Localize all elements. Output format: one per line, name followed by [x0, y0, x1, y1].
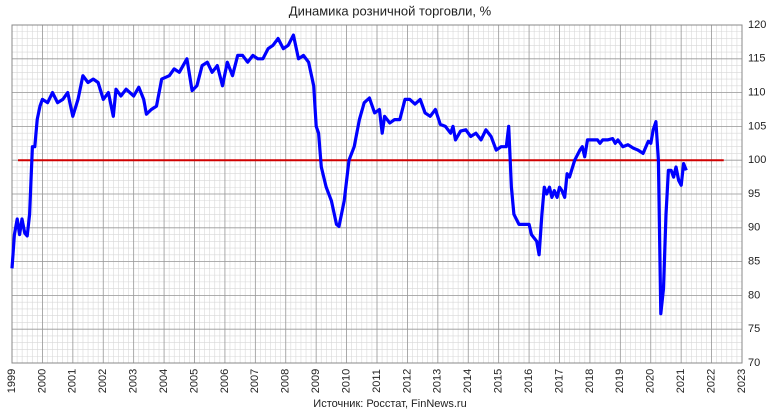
- y-tick-label: 85: [748, 256, 760, 268]
- y-tick-label: 105: [748, 120, 766, 132]
- x-tick-label: 2022: [705, 369, 717, 393]
- y-tick-label: 80: [748, 289, 760, 301]
- x-tick-label: 2009: [310, 369, 322, 393]
- chart-title: Динамика розничной торговли, %: [289, 3, 492, 18]
- x-tick-label: 2005: [188, 369, 200, 393]
- x-tick-label: 2020: [645, 369, 657, 393]
- y-tick-label: 100: [748, 154, 766, 166]
- x-tick-label: 2006: [219, 369, 231, 393]
- x-tick-label: 2008: [280, 369, 292, 393]
- x-tick-label: 2000: [36, 369, 48, 393]
- source: Источник: Росстат, FinNews.ru: [313, 398, 466, 410]
- x-tick-label: 2021: [675, 369, 687, 393]
- y-tick-label: 70: [748, 357, 760, 369]
- x-tick-label: 1999: [6, 369, 18, 393]
- x-tick-label: 2004: [158, 369, 170, 393]
- x-tick-label: 2011: [371, 369, 383, 393]
- x-tick-label: 2014: [462, 369, 474, 393]
- x-tick-label: 2016: [523, 369, 535, 393]
- x-tick-label: 2007: [249, 369, 261, 393]
- y-tick-label: 115: [748, 53, 766, 65]
- x-tick-label: 2012: [401, 369, 413, 393]
- y-tick-label: 75: [748, 323, 760, 335]
- x-tick-label: 2017: [553, 369, 565, 393]
- plot-border: [11, 24, 743, 364]
- x-tick-label: 2002: [97, 369, 109, 393]
- x-tick-label: 2003: [128, 369, 140, 393]
- x-tick-label: 2018: [584, 369, 596, 393]
- y-tick-label: 95: [748, 188, 760, 200]
- y-tick-label: 90: [748, 222, 760, 234]
- data-line: [10, 33, 688, 316]
- x-tick-label: 2013: [432, 369, 444, 393]
- x-tick-label: 2010: [340, 369, 352, 393]
- y-tick-label: 120: [748, 19, 766, 31]
- y-tick-label: 110: [748, 87, 766, 99]
- x-tick-label: 2001: [67, 369, 79, 393]
- x-tick-label: 2023: [736, 369, 748, 393]
- x-tick-label: 2019: [614, 369, 626, 393]
- x-tick-label: 2015: [493, 369, 505, 393]
